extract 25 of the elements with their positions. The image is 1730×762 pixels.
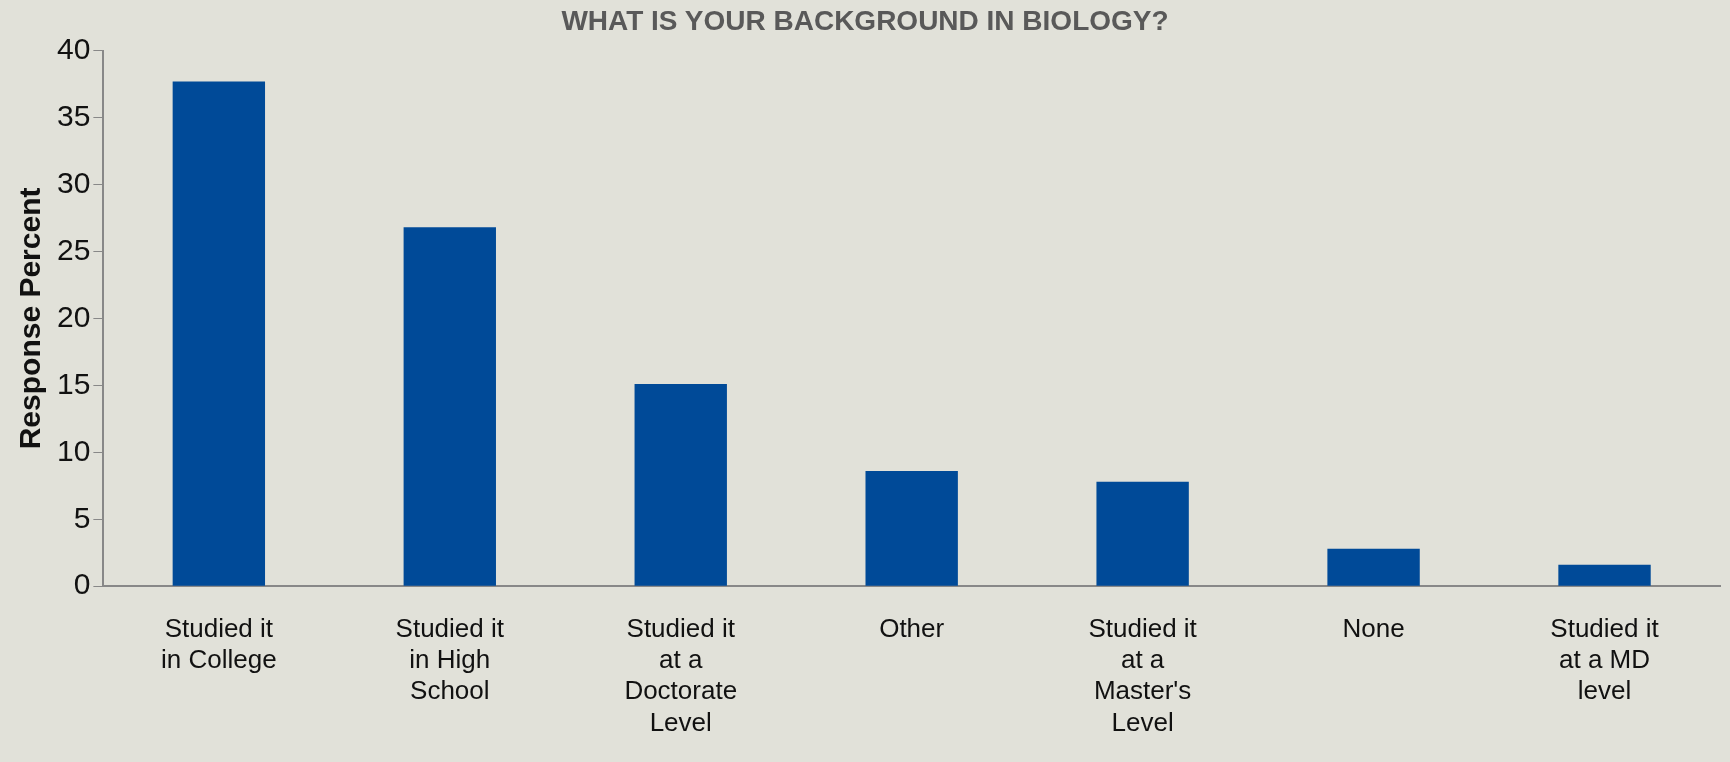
- x-tick-label: Studied it in High School: [395, 612, 505, 706]
- x-tick-label: Studied it in College: [161, 612, 277, 675]
- x-tick-label: Studied it at a Master's Level: [1088, 612, 1198, 737]
- bar: [634, 384, 727, 586]
- y-tick-label: 5: [73, 500, 91, 534]
- y-tick-label: 10: [56, 433, 91, 467]
- y-tick-label: 25: [56, 232, 91, 266]
- y-tick-label: 20: [56, 299, 91, 333]
- bar: [865, 471, 958, 586]
- bar: [1096, 481, 1189, 586]
- y-tick-label: 40: [56, 31, 91, 65]
- y-tick-label: 15: [56, 366, 91, 400]
- x-tick-label: None: [1342, 612, 1405, 643]
- y-axis-title: Response Percent: [13, 187, 47, 450]
- x-tick-label: Other: [879, 612, 945, 643]
- y-tick-label: 0: [73, 567, 91, 601]
- y-tick-label: 30: [56, 165, 91, 199]
- bar: [1558, 564, 1651, 586]
- x-tick-label: Studied it at a MD level: [1550, 612, 1660, 706]
- chart-title: WHAT IS YOUR BACKGROUND IN BIOLOGY?: [561, 4, 1169, 36]
- bar: [403, 227, 496, 586]
- y-tick-label: 35: [56, 98, 91, 132]
- bar: [1327, 548, 1420, 586]
- bar: [172, 81, 266, 586]
- x-tick-label: Studied it at a Doctorate Level: [624, 612, 738, 737]
